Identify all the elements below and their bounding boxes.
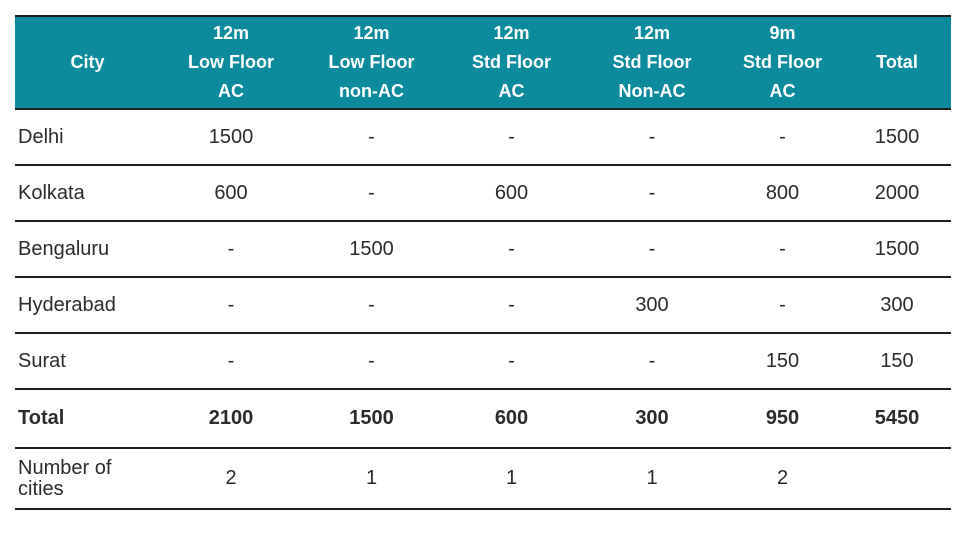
table-cell: - bbox=[441, 333, 582, 390]
table-cell: - bbox=[160, 277, 302, 334]
table-header: City 12m Low Floor AC 12m Low Floor non-… bbox=[15, 16, 951, 110]
cities-count-cell: 1 bbox=[646, 467, 658, 489]
total-label-cell: Total bbox=[15, 389, 160, 449]
table-cell: 800 bbox=[722, 165, 843, 222]
total-cell: 600 bbox=[441, 389, 582, 449]
table-cell: 300 bbox=[582, 277, 722, 334]
bus-fleet-table: City 12m Low Floor AC 12m Low Floor non-… bbox=[15, 15, 951, 510]
table-cell: - bbox=[722, 277, 843, 334]
table-cell: 1500 bbox=[160, 109, 302, 166]
table-cell: - bbox=[160, 333, 302, 390]
header-row: City 12m Low Floor AC 12m Low Floor non-… bbox=[15, 16, 951, 110]
cities-count-cell: 2 bbox=[225, 467, 237, 489]
table-cell: 600 bbox=[441, 165, 582, 222]
total-cell: 950 bbox=[722, 389, 843, 449]
table-cell: - bbox=[160, 221, 302, 278]
table-cell: 600 bbox=[160, 165, 302, 222]
city-cell: Bengaluru bbox=[15, 221, 160, 278]
cities-count-cell: 2 bbox=[776, 467, 789, 489]
city-cell: Hyderabad bbox=[15, 277, 160, 334]
table-cell: 1500 bbox=[843, 221, 951, 278]
table-cell: - bbox=[582, 333, 722, 390]
table-cell: 150 bbox=[843, 333, 951, 390]
table-row-kolkata: Kolkata 600 - 600 - 800 2000 bbox=[15, 165, 951, 222]
table-row-total: Total 2100 1500 600 300 950 5450 bbox=[15, 389, 951, 449]
table-cell: 2000 bbox=[843, 165, 951, 222]
table-cell: 150 bbox=[722, 333, 843, 390]
col-header-9m-std-floor-ac: 9m Std Floor AC bbox=[722, 16, 843, 110]
table-cell: - bbox=[722, 109, 843, 166]
cities-count-cell bbox=[843, 448, 951, 509]
table-cell: - bbox=[302, 277, 441, 334]
col-header-city: City bbox=[15, 16, 160, 110]
cities-count-cell: 1 bbox=[505, 467, 518, 489]
table-row-delhi: Delhi 1500 - - - - 1500 bbox=[15, 109, 951, 166]
city-cell: Surat bbox=[15, 333, 160, 390]
col-header-total: Total bbox=[843, 16, 951, 110]
table-cell: - bbox=[582, 165, 722, 222]
city-cell: Delhi bbox=[15, 109, 160, 166]
table-cell: - bbox=[582, 109, 722, 166]
table-body: Delhi 1500 - - - - 1500 Kolkata 600 - 60… bbox=[15, 109, 951, 509]
city-cell: Kolkata bbox=[15, 165, 160, 222]
table-cell: 1500 bbox=[302, 221, 441, 278]
table-row-number-of-cities: Number of cities 2 1 1 1 2 bbox=[15, 448, 951, 509]
table-cell: - bbox=[302, 109, 441, 166]
col-header-12m-low-floor-nonac: 12m Low Floor non-AC bbox=[302, 16, 441, 110]
total-cell: 1500 bbox=[302, 389, 441, 449]
total-cell: 2100 bbox=[160, 389, 302, 449]
bus-fleet-table-container: City 12m Low Floor AC 12m Low Floor non-… bbox=[15, 15, 951, 510]
table-cell: - bbox=[582, 221, 722, 278]
cities-count-label-cell: Number of cities bbox=[18, 456, 112, 500]
table-cell: - bbox=[441, 221, 582, 278]
table-cell: 1500 bbox=[843, 109, 951, 166]
total-cell: 5450 bbox=[843, 389, 951, 449]
table-cell: - bbox=[441, 109, 582, 166]
table-row-bengaluru: Bengaluru - 1500 - - - 1500 bbox=[15, 221, 951, 278]
table-cell: - bbox=[722, 221, 843, 278]
table-cell: 300 bbox=[843, 277, 951, 334]
table-cell: - bbox=[441, 277, 582, 334]
col-header-12m-std-floor-nonac: 12m Std Floor Non-AC bbox=[582, 16, 722, 110]
col-header-12m-std-floor-ac: 12m Std Floor AC bbox=[441, 16, 582, 110]
table-row-surat: Surat - - - - 150 150 bbox=[15, 333, 951, 390]
col-header-12m-low-floor-ac: 12m Low Floor AC bbox=[160, 16, 302, 110]
total-cell: 300 bbox=[582, 389, 722, 449]
table-row-hyderabad: Hyderabad - - - 300 - 300 bbox=[15, 277, 951, 334]
table-cell: - bbox=[302, 165, 441, 222]
table-cell: - bbox=[302, 333, 441, 390]
cities-count-cell: 1 bbox=[365, 467, 378, 489]
